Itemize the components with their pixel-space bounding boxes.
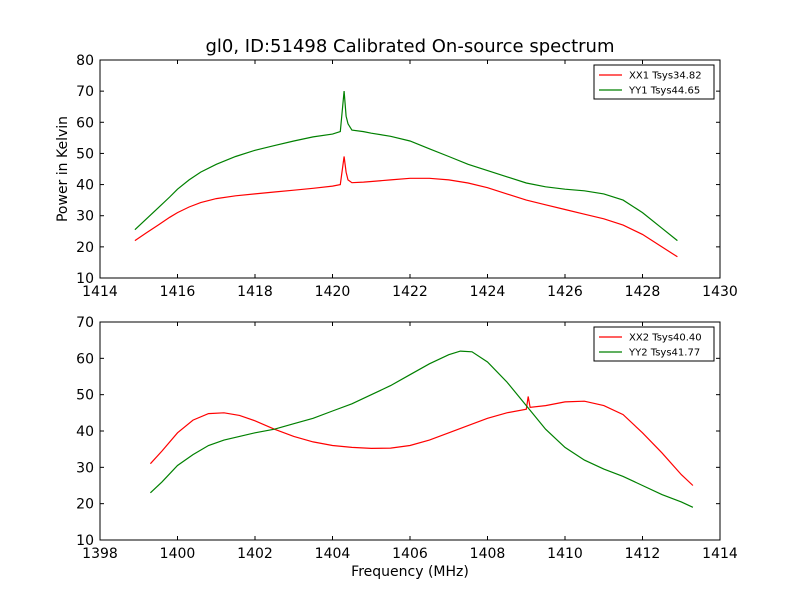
y-tick-label: 80 — [76, 53, 94, 69]
x-tick-label: 1430 — [702, 284, 738, 300]
x-tick-label: 1400 — [160, 546, 196, 562]
x-tick-label: 1426 — [547, 284, 583, 300]
x-tick-label: 1428 — [625, 284, 661, 300]
y-tick-label: 30 — [76, 209, 94, 225]
y-tick-label: 70 — [76, 315, 94, 331]
legend-box — [593, 64, 715, 100]
x-tick-label: 1402 — [237, 546, 273, 562]
x-tick-label: 1424 — [470, 284, 506, 300]
x-tick-label: 1414 — [82, 284, 118, 300]
y-tick-label: 10 — [76, 533, 94, 549]
series-line-0-1 — [134, 91, 678, 242]
y-axis-label: Power in Kelvin — [55, 116, 71, 222]
y-tick-label: 60 — [76, 351, 94, 367]
x-tick-label: 1398 — [82, 546, 118, 562]
y-tick-label: 70 — [76, 84, 94, 100]
y-tick-label: 40 — [76, 424, 94, 440]
x-tick-label: 1412 — [625, 546, 661, 562]
x-axis-label: Frequency (MHz) — [351, 564, 469, 580]
y-tick-label: 60 — [76, 115, 94, 131]
y-tick-label: 40 — [76, 178, 94, 194]
figure-title: gl0, ID:51498 Calibrated On-source spect… — [205, 36, 614, 57]
y-tick-label: 30 — [76, 460, 94, 476]
x-tick-label: 1414 — [702, 546, 738, 562]
legend-label: XX2 Tsys40.40 — [629, 333, 702, 344]
x-tick-label: 1406 — [392, 546, 428, 562]
legend: XX1 Tsys34.82 YY1 Tsys44.65 — [593, 64, 715, 100]
top-plot: 1414 1416 1418 1420 1422 1424 1426 1428 1430 10 20… — [76, 53, 738, 300]
x-tick-label: 1410 — [547, 546, 583, 562]
x-tick-label: 1404 — [315, 546, 351, 562]
bottom-plot: 1398 1400 1402 1404 1406 1408 1410 1412 1414 10 20… — [76, 315, 738, 562]
x-tick-label: 1420 — [315, 284, 351, 300]
y-tick-label: 20 — [76, 497, 94, 513]
legend-label: XX1 Tsys34.82 — [629, 71, 702, 82]
series-line-0-0 — [134, 156, 678, 258]
y-tick-label: 10 — [76, 271, 94, 287]
x-tick-label: 1418 — [237, 284, 273, 300]
legend-label: YY1 Tsys44.65 — [628, 86, 700, 97]
x-tick-label: 1422 — [392, 284, 428, 300]
y-tick-label: 50 — [76, 388, 94, 404]
y-tick-label: 50 — [76, 146, 94, 162]
series-line-1-1 — [149, 350, 694, 508]
legend: XX2 Tsys40.40 YY2 Tsys41.77 — [593, 326, 715, 362]
legend-label: YY2 Tsys41.77 — [628, 348, 700, 359]
x-tick-label: 1416 — [160, 284, 196, 300]
y-tick-label: 20 — [76, 240, 94, 256]
series-line-1-0 — [149, 396, 694, 486]
legend-box — [593, 326, 715, 362]
x-tick-label: 1408 — [470, 546, 506, 562]
